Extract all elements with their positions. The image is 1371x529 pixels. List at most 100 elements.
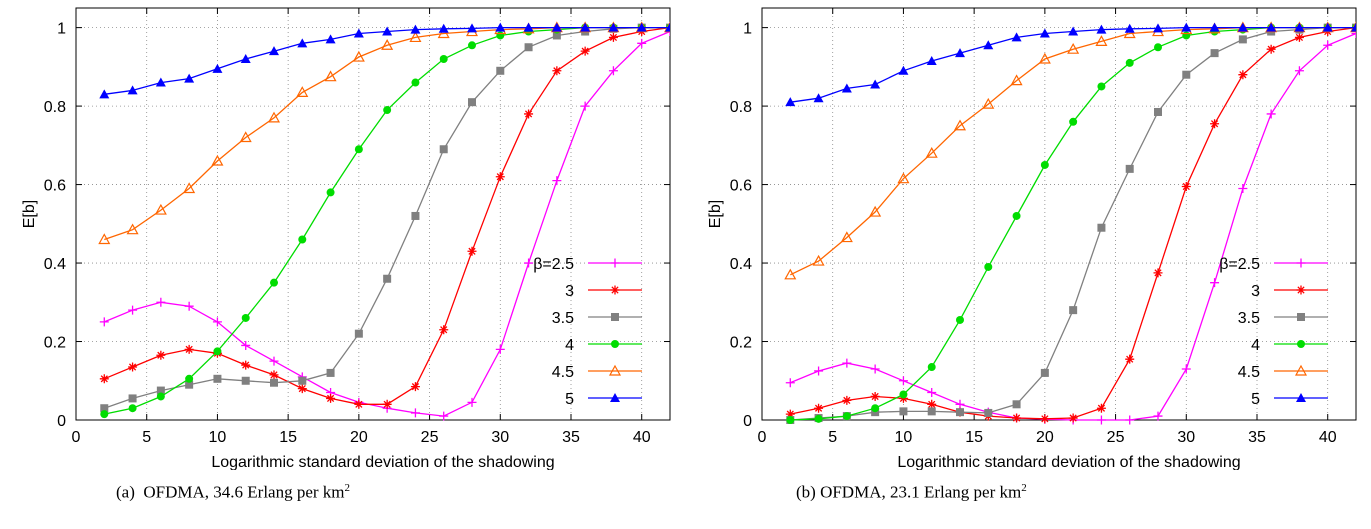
chart-a-series-line-2.5 bbox=[104, 30, 670, 417]
chart-b-data-point-3 bbox=[1096, 403, 1106, 413]
chart-b-data-point-4 bbox=[1097, 82, 1106, 91]
chart-a-data-point-2.5 bbox=[156, 297, 166, 307]
chart-b-data-point-4.5 bbox=[869, 205, 882, 217]
chart-b-data-point-3.5 bbox=[1012, 400, 1021, 409]
chart-a-data-point-4 bbox=[185, 374, 194, 383]
chart-b-data-point-4 bbox=[956, 315, 964, 324]
chart-a-data-point-3 bbox=[524, 109, 534, 119]
chart-a-ytick-label: 0 bbox=[57, 413, 66, 430]
chart-b-ytick-label: 0.4 bbox=[730, 256, 752, 273]
chart-panel-b: 0 5 10 15 20 25 30 35 40 0 0.2 0.4 0.6 0.8 1 Logarithmi… bbox=[686, 0, 1371, 529]
chart-b-data-point-5 bbox=[841, 83, 852, 93]
chart-a-data-point-4 bbox=[213, 347, 222, 356]
chart-a-data-point-3.5 bbox=[128, 394, 137, 403]
chart-b-data-point-5 bbox=[926, 55, 937, 65]
chart-b-data-point-3.5 bbox=[1125, 164, 1134, 173]
chart-b-data-point-4 bbox=[1182, 31, 1191, 40]
chart-a-data-point-4.5 bbox=[437, 27, 450, 39]
chart-a-data-point-3.5 bbox=[156, 386, 165, 395]
chart-b-data-point-4.5 bbox=[840, 231, 853, 243]
chart-a-data-point-4.5 bbox=[267, 111, 281, 123]
chart-a-data-point-3 bbox=[467, 246, 477, 256]
chart-b-data-point-5 bbox=[1153, 23, 1163, 33]
chart-a-data-point-3 bbox=[326, 393, 336, 403]
chart-a-data-point-5 bbox=[297, 38, 308, 48]
chart-a-data-point-2.5 bbox=[524, 258, 534, 268]
chart-b-data-point-5 bbox=[898, 65, 909, 75]
chart-a-data-point-2.5 bbox=[269, 356, 279, 366]
chart-b-data-point-5 bbox=[955, 48, 965, 58]
chart-b-data-point-2.5 bbox=[814, 366, 824, 376]
chart-a-data-point-2.5 bbox=[467, 397, 477, 407]
chart-a-data-point-4 bbox=[128, 404, 137, 413]
chart-a-data-point-4.5 bbox=[183, 182, 196, 194]
chart-a-legend-marker-3.5 bbox=[611, 313, 619, 321]
chart-a-legend-label-4.5: 4.5 bbox=[552, 364, 574, 381]
chart-b-data-point-5 bbox=[1096, 24, 1107, 34]
chart-b-data-point-5 bbox=[1181, 22, 1192, 32]
chart-a-data-point-3.5 bbox=[552, 31, 561, 40]
chart-a-legend-label-5: 5 bbox=[565, 391, 574, 408]
chart-b-data-point-3.5 bbox=[1040, 368, 1049, 377]
chart-b-data-point-4 bbox=[899, 390, 908, 399]
chart-a-legend-label-4: 4 bbox=[565, 337, 574, 354]
chart-b-xtick-label: 40 bbox=[1319, 429, 1337, 446]
chart-b-data-point-2.5 bbox=[898, 376, 908, 386]
chart-a-data-point-4.5 bbox=[126, 223, 139, 235]
chart-a-data-point-5 bbox=[438, 23, 449, 33]
chart-b-data-point-3 bbox=[1040, 414, 1050, 424]
chart-a-data-point-3.5 bbox=[298, 376, 307, 385]
chart-a-xlabel: Logarithmic standard deviation of the sh… bbox=[211, 454, 554, 470]
chart-a-data-point-5 bbox=[551, 22, 562, 32]
chart-a-data-point-3 bbox=[580, 46, 590, 56]
chart-a-data-point-3.5 bbox=[241, 376, 250, 385]
chart-b-data-point-4.5 bbox=[1123, 27, 1136, 39]
chart-b-data-point-3.5 bbox=[1182, 70, 1191, 79]
chart-b-data-point-4 bbox=[1012, 211, 1021, 220]
chart-a-data-point-4 bbox=[298, 235, 307, 244]
chart-a-ytick-label: 1 bbox=[57, 21, 66, 38]
chart-a-xtick-label: 10 bbox=[209, 429, 227, 446]
chart-a-data-point-3.5 bbox=[100, 404, 109, 413]
chart-a-xtick-label: 35 bbox=[562, 429, 580, 446]
chart-b-data-point-2.5 bbox=[1210, 278, 1220, 288]
chart-a-data-point-3 bbox=[99, 374, 109, 384]
chart-b-data-point-3 bbox=[1181, 182, 1191, 192]
chart-a-data-point-5 bbox=[523, 22, 534, 32]
chart-b-data-point-2.5 bbox=[1153, 411, 1163, 421]
caption-a-prefix: (a) bbox=[116, 482, 135, 502]
chart-b-data-point-4 bbox=[1069, 117, 1078, 126]
chart-a-grid bbox=[76, 8, 670, 420]
chart-a-data-point-3 bbox=[241, 360, 251, 370]
chart-a-data-point-3.5 bbox=[354, 329, 363, 338]
caption-b-text: OFDMA, 23.1 Erlang per km bbox=[820, 482, 1022, 502]
chart-a-legend-marker-4.5 bbox=[608, 364, 622, 376]
chart-a-data-point-5 bbox=[495, 22, 506, 32]
chart-a-data-point-3 bbox=[269, 370, 279, 380]
chart-b-data-point-3 bbox=[1125, 354, 1135, 364]
chart-b-legend-label-2.5: β=2.5 bbox=[1219, 256, 1260, 273]
chart-a-data-point-3 bbox=[382, 399, 392, 409]
chart-a-data-point-5 bbox=[636, 22, 647, 32]
chart-b-data-point-2.5 bbox=[1323, 40, 1333, 50]
chart-b-legend-marker-5 bbox=[1296, 393, 1306, 402]
chart-b-data-point-5 bbox=[1237, 22, 1248, 32]
caption-b-sup: 2 bbox=[1021, 482, 1027, 494]
chart-a-data-point-3 bbox=[128, 362, 138, 372]
chart-b-legend-marker-4 bbox=[1297, 340, 1305, 348]
chart-a-series-line-5 bbox=[104, 26, 670, 95]
chart-b-data-point-3 bbox=[1294, 32, 1304, 42]
chart-b-data-point-3 bbox=[1238, 70, 1248, 80]
chart-a-data-point-2.5 bbox=[580, 101, 590, 111]
chart-b-data-point-2.5 bbox=[785, 378, 795, 388]
chart-a-xtick-label: 40 bbox=[633, 429, 651, 446]
chart-a-xtick-label: 15 bbox=[279, 429, 297, 446]
chart-b-legend-label-5: 5 bbox=[1251, 391, 1260, 408]
chart-b-ytick-label: 0.2 bbox=[730, 335, 752, 352]
chart-a-data-point-2.5 bbox=[439, 411, 449, 421]
chart-a-data-point-5 bbox=[155, 77, 166, 87]
chart-b-data-point-2.5 bbox=[1266, 109, 1276, 119]
chart-a-data-point-5 bbox=[467, 23, 477, 33]
chart-a-legend: β=2.5 3 3.5 4 4.5 5 bbox=[533, 256, 642, 408]
chart-b-data-point-5 bbox=[1124, 23, 1135, 33]
